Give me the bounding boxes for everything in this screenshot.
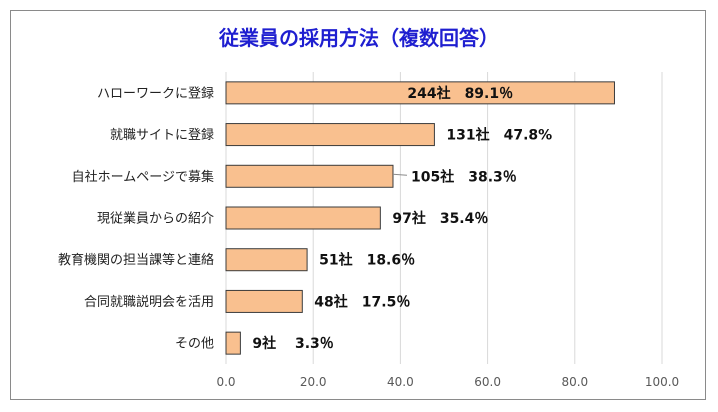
category-label: 合同就職説明会を活用 [84, 294, 214, 310]
category-label: 現従業員からの紹介 [97, 211, 214, 227]
bar [225, 289, 303, 313]
bar [225, 248, 308, 272]
category-label: その他 [175, 337, 214, 352]
category-labels: ハローワークに登録就職サイトに登録自社ホームページで募集現従業員からの紹介教育機… [58, 86, 214, 351]
category-label: ハローワークに登録 [97, 86, 214, 101]
category-label: 教育機関の担当課等と連絡 [58, 252, 214, 268]
bar [225, 123, 435, 147]
data-label: 244社 89.1％ [407, 85, 513, 102]
category-label: 自社ホームページで募集 [72, 169, 214, 185]
x-tick-label: 100.0 [645, 375, 679, 389]
data-label: 51社 18.6％ [319, 252, 415, 269]
bars [225, 81, 615, 355]
x-tick-label: 80.0 [561, 375, 588, 389]
data-label: 97社 35.4％ [392, 210, 488, 227]
leader-line [392, 173, 408, 176]
x-tick-label: 20.0 [300, 375, 327, 389]
data-label: 131社 47.8% [446, 127, 552, 144]
bar [225, 206, 381, 230]
bar [225, 81, 615, 105]
x-tick-label: 40.0 [387, 375, 414, 389]
x-tick-label: 0.0 [216, 375, 235, 389]
chart-frame [10, 10, 706, 400]
data-label: 9社 3.3％ [252, 335, 333, 352]
data-labels: 244社 89.1％ 131社 47.8% 105社 38.3％ 97社 35.4％ 5… [252, 85, 552, 352]
bar [225, 164, 394, 188]
data-label: 105社 38.3％ [411, 168, 517, 185]
bar [225, 331, 241, 355]
category-label: 就職サイトに登録 [110, 128, 214, 143]
chart-title: 従業員の採用方法（複数回答） [219, 26, 499, 50]
x-axis-ticks: 0.0 20.0 40.0 60.0 80.0 100.0 [216, 375, 679, 389]
data-label: 48社 17.5％ [314, 293, 410, 310]
x-tick-label: 60.0 [474, 375, 501, 389]
